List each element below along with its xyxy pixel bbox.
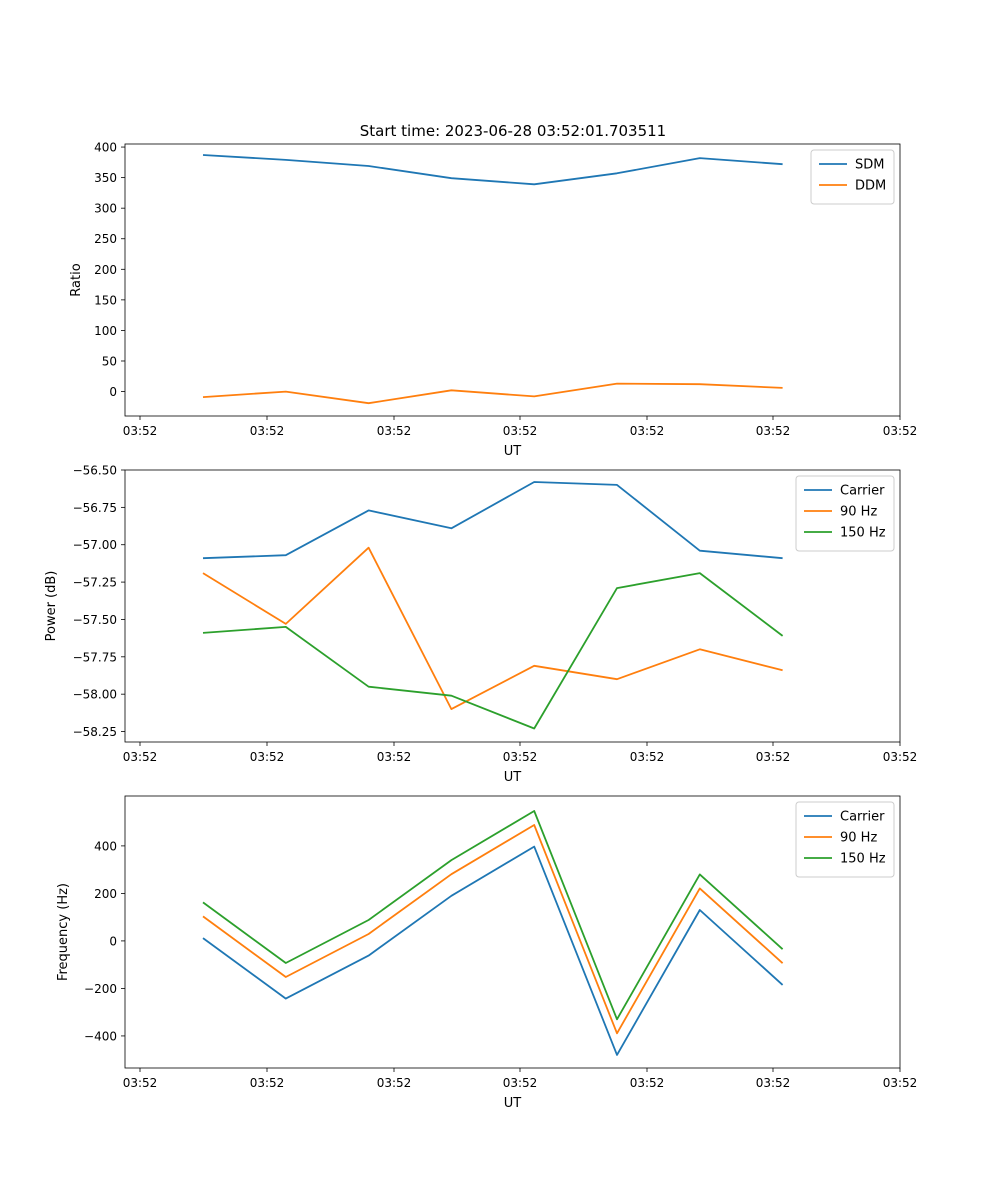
y-tick-label: 400: [94, 141, 117, 155]
y-tick-label: 0: [109, 385, 117, 399]
y-tick-label: 0: [109, 934, 117, 948]
series-line-sdm: [202, 154, 783, 186]
y-tick-label: 350: [94, 171, 117, 185]
y-tick-label: 200: [94, 263, 117, 277]
legend-label: SDM: [855, 158, 884, 173]
y-tick-label: 400: [94, 839, 117, 853]
y-axis-label: Ratio: [69, 263, 84, 296]
legend-label: Carrier: [840, 810, 885, 825]
plot-frame: [124, 143, 901, 417]
x-axis-label: UT: [504, 1096, 522, 1111]
x-tick-label: 03:52: [630, 1076, 665, 1090]
x-tick-label: 03:52: [377, 424, 412, 438]
chart-panel-2: 03:52 03:52 03:52 03:52 03:52 03:52 03:52 UT −58…: [44, 464, 917, 786]
plot-frame: [124, 795, 901, 1069]
x-tick-label: 03:52: [123, 750, 158, 764]
series-line-carrier: [202, 845, 784, 1056]
chart-panel-3: 03:52 03:52 03:52 03:52 03:52 03:52 03:52 UT −40…: [56, 795, 918, 1111]
series-line-90-hz: [202, 824, 784, 1035]
y-tick-label: −58.25: [73, 725, 117, 739]
y-tick-label: −56.75: [73, 501, 117, 515]
x-axis-label: UT: [504, 770, 522, 785]
x-tick-label: 03:52: [756, 750, 791, 764]
y-tick-label: −57.00: [73, 538, 117, 552]
x-tick-label: 03:52: [503, 1076, 538, 1090]
y-tick-label: −400: [84, 1029, 117, 1043]
y-tick-label: −56.50: [73, 464, 117, 478]
y-tick-label: −200: [84, 982, 117, 996]
legend-label: 90 Hz: [840, 505, 877, 520]
y-tick-label: 150: [94, 293, 117, 307]
x-tick-label: 03:52: [883, 424, 918, 438]
x-tick-label: 03:52: [250, 1076, 285, 1090]
y-axis-label: Power (dB): [44, 571, 59, 642]
legend-label: 150 Hz: [840, 852, 886, 867]
y-tick-label: 300: [94, 202, 117, 216]
figure-title: Start time: 2023-06-28 03:52:01.703511: [360, 122, 666, 140]
x-tick-label: 03:52: [250, 750, 285, 764]
y-tick-label: 100: [94, 324, 117, 338]
legend-label: Carrier: [840, 484, 885, 499]
x-tick-label: 03:52: [377, 750, 412, 764]
legend-label: 150 Hz: [840, 526, 886, 541]
x-tick-label: 03:52: [883, 750, 918, 764]
chart-panel-1: 03:52 03:52 03:52 03:52 03:52 03:52 03:52 UT 0 50…: [69, 141, 917, 459]
x-tick-label: 03:52: [377, 1076, 412, 1090]
x-axis-label: UT: [504, 444, 522, 459]
x-tick-label: 03:52: [883, 1076, 918, 1090]
x-tick-label: 03:52: [756, 424, 791, 438]
legend: SDM DDM: [810, 149, 895, 205]
y-axis-label: Frequency (Hz): [56, 883, 71, 981]
y-tick-label: −57.50: [73, 613, 117, 627]
legend-label: 90 Hz: [840, 831, 877, 846]
x-tick-label: 03:52: [756, 1076, 791, 1090]
y-tick-label: −57.25: [73, 576, 117, 590]
x-tick-label: 03:52: [123, 1076, 158, 1090]
y-tick-label: −57.75: [73, 650, 117, 664]
series-line-150-hz: [202, 810, 784, 1021]
plot-frame: [124, 469, 901, 743]
y-tick-label: 50: [102, 354, 117, 368]
x-tick-label: 03:52: [503, 424, 538, 438]
x-tick-label: 03:52: [123, 424, 158, 438]
series-line-carrier: [202, 481, 783, 560]
x-tick-label: 03:52: [250, 424, 285, 438]
legend: Carrier 90 Hz 150 Hz: [795, 801, 895, 878]
x-tick-label: 03:52: [630, 750, 665, 764]
series-line-ddm: [202, 382, 783, 405]
y-tick-label: 200: [94, 887, 117, 901]
series-line-150-hz: [202, 572, 784, 730]
legend-label: DDM: [855, 179, 886, 194]
series-line-90-hz: [202, 546, 783, 710]
y-tick-label: −58.00: [73, 688, 117, 702]
x-tick-label: 03:52: [630, 424, 665, 438]
legend: Carrier 90 Hz 150 Hz: [795, 475, 895, 552]
y-tick-label: 250: [94, 232, 117, 246]
x-tick-label: 03:52: [503, 750, 538, 764]
